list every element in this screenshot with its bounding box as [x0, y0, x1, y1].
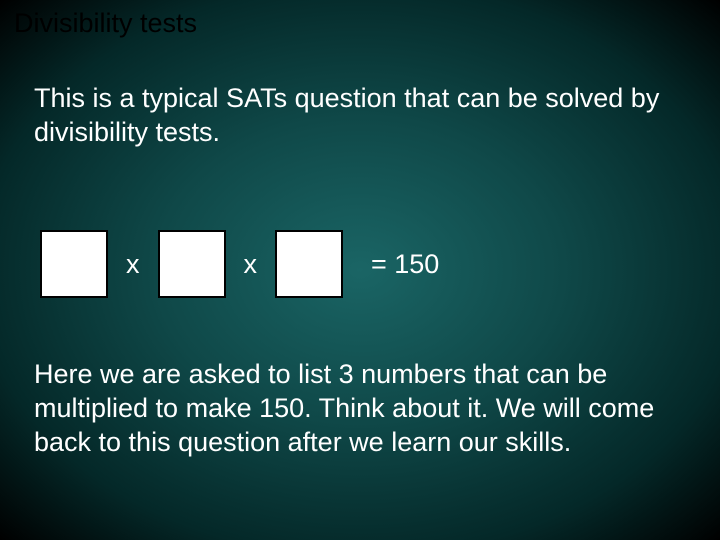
multiply-op-1: x	[126, 249, 140, 280]
explain-text: Here we are asked to list 3 numbers that…	[34, 358, 686, 459]
input-box-3	[275, 230, 343, 298]
input-box-2	[158, 230, 226, 298]
page-title: Divisibility tests	[14, 8, 197, 39]
equation-row: x x = 150	[40, 230, 439, 298]
input-box-1	[40, 230, 108, 298]
multiply-op-2: x	[244, 249, 258, 280]
intro-text: This is a typical SATs question that can…	[34, 82, 686, 150]
equals-result: = 150	[371, 249, 439, 280]
